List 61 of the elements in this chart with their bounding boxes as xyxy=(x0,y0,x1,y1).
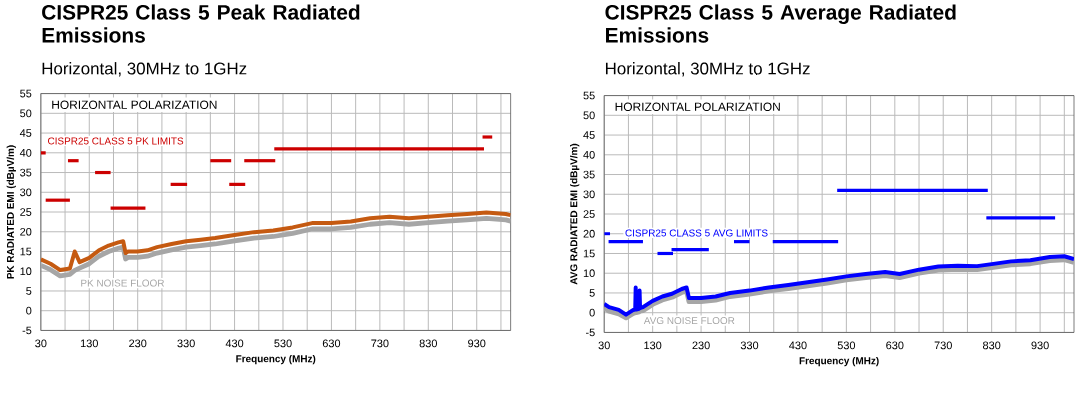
x-tick-label: 130 xyxy=(644,341,662,350)
y-tick-label: 15 xyxy=(583,249,595,258)
y-tick-label: 55 xyxy=(20,89,32,98)
x-tick-label: 230 xyxy=(129,339,147,348)
x-tick-label: 530 xyxy=(837,341,856,350)
x-tick-label: 430 xyxy=(789,341,807,350)
x-tick-label: 930 xyxy=(1031,341,1049,350)
y-tick-label: 55 xyxy=(583,91,595,100)
y-tick-label: 10 xyxy=(20,267,32,276)
x-tick-label: 30 xyxy=(35,339,47,348)
x-tick-label: 30 xyxy=(598,341,610,350)
x-tick-label: 630 xyxy=(322,339,341,348)
y-tick-label: 20 xyxy=(20,227,32,236)
x-tick-label: 630 xyxy=(886,341,904,350)
x-tick-label: 330 xyxy=(177,339,195,348)
x-tick-label: 930 xyxy=(468,339,486,348)
series-label: AVG NOISE FLOOR xyxy=(643,316,735,325)
series-label: CISPR25 CLASS 5 AVG LIMITS xyxy=(625,229,768,237)
y-tick-label: 50 xyxy=(20,109,32,118)
y-tick-label: 45 xyxy=(583,131,595,139)
y-tick-label: 35 xyxy=(583,170,595,179)
y-tick-label: 40 xyxy=(583,150,595,159)
x-axis-title: Frequency (MHz) xyxy=(236,354,316,365)
y-tick-label: 25 xyxy=(583,210,595,218)
y-tick-label: 0 xyxy=(589,308,595,317)
y-tick-label: 45 xyxy=(19,129,32,137)
y-tick-label: 30 xyxy=(20,188,32,197)
y-tick-label: 5 xyxy=(26,287,32,295)
x-tick-label: 230 xyxy=(692,341,710,350)
y-tick-label: 0 xyxy=(26,306,32,315)
y-axis-title: AVG RADIATED EMI (dBµV/m) xyxy=(570,143,580,285)
line-series xyxy=(40,215,511,279)
x-tick-label: 830 xyxy=(419,339,437,348)
x-axis-title: Frequency (MHz) xyxy=(799,356,879,367)
x-tick-label: 130 xyxy=(80,339,98,348)
y-tick-label: 20 xyxy=(583,229,595,238)
y-tick-label: 10 xyxy=(583,269,595,278)
y-tick-label: 30 xyxy=(583,190,595,199)
chart-subtitle: Horizontal, 30MHz to 1GHz xyxy=(42,62,247,77)
chart-subtitle: Horizontal, 30MHz to 1GHz xyxy=(605,62,810,77)
y-axis-title: PK RADIATED EMI (dBµV/m) xyxy=(6,145,16,279)
x-tick-label: 530 xyxy=(274,339,292,348)
x-tick-label: 430 xyxy=(225,339,244,348)
annotation: HORIZONTAL POLARIZATION xyxy=(52,100,217,109)
y-tick-label: 40 xyxy=(19,148,32,157)
y-tick-label: 15 xyxy=(20,247,32,256)
y-tick-label: -5 xyxy=(585,328,595,337)
y-tick-label: 35 xyxy=(20,168,32,177)
series-label: PK NOISE FLOOR xyxy=(81,279,165,287)
annotation: HORIZONTAL POLARIZATION xyxy=(615,102,780,111)
series-label: CISPR25 CLASS 5 PK LIMITS xyxy=(48,137,184,145)
chart-title: CISPR25 Class 5 Peak Radiated Emissions xyxy=(42,4,360,43)
y-tick-label: 5 xyxy=(589,289,595,297)
y-tick-label: -5 xyxy=(22,326,32,335)
x-tick-label: 830 xyxy=(983,341,1001,350)
y-tick-label: 50 xyxy=(583,111,595,120)
x-tick-label: 330 xyxy=(740,341,759,350)
x-tick-label: 730 xyxy=(371,339,389,348)
y-tick-label: 25 xyxy=(20,208,32,216)
x-tick-label: 730 xyxy=(934,341,952,350)
chart-title: CISPR25 Class 5 Average Radiated Emissions xyxy=(605,4,956,43)
